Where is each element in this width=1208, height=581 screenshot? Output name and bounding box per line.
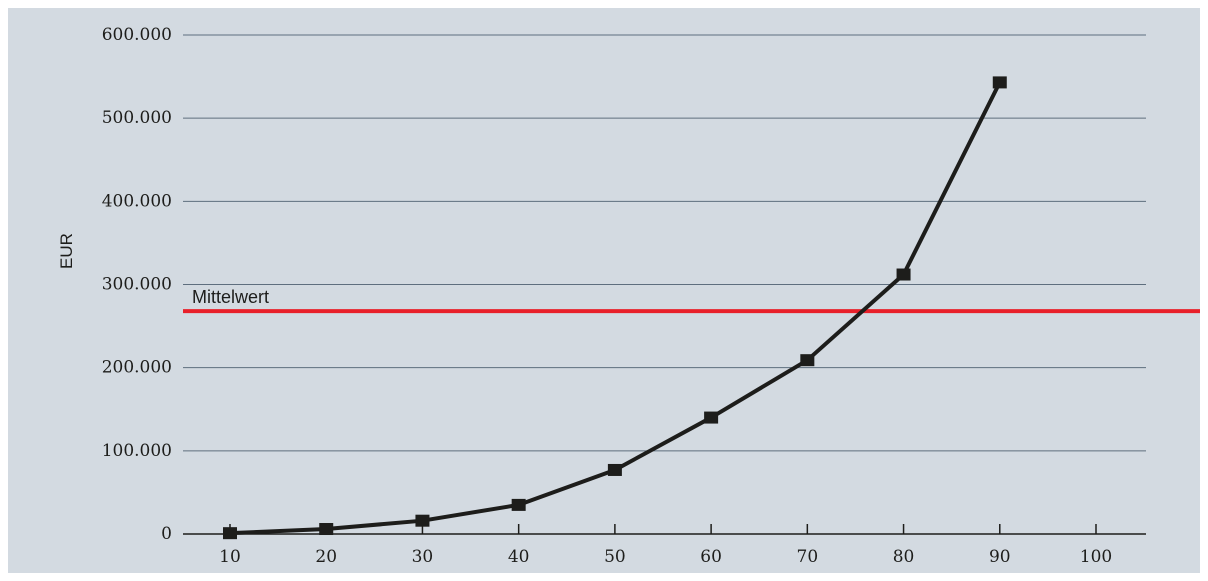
data-point-marker bbox=[896, 268, 911, 281]
series-eur bbox=[223, 76, 1007, 540]
x-tick-label: 50 bbox=[604, 547, 626, 567]
x-tick-label: 100 bbox=[1080, 547, 1112, 567]
x-tick-label: 30 bbox=[412, 547, 434, 567]
data-point-marker bbox=[800, 354, 815, 367]
y-tick-label: 200.000 bbox=[102, 358, 172, 378]
mean-reference: Mittelwert bbox=[183, 287, 1200, 314]
data-point-marker bbox=[223, 527, 237, 540]
data-point-marker bbox=[607, 463, 622, 476]
data-point-marker bbox=[415, 514, 430, 527]
x-tick-label: 20 bbox=[315, 547, 337, 567]
data-point-marker bbox=[704, 411, 719, 424]
data-point-marker bbox=[992, 76, 1007, 89]
line-chart: Mittelwert 0 100.000 200.000 300.000 400.000… bbox=[57, 25, 1200, 567]
y-tick-labels: 0 100.000 200.000 300.000 400.000 500.000 600.… bbox=[102, 25, 172, 544]
x-tick-label: 10 bbox=[219, 547, 241, 567]
x-tick-label: 60 bbox=[700, 547, 722, 567]
y-tick-label: 100.000 bbox=[102, 441, 172, 461]
y-tick-label: 600.000 bbox=[102, 25, 172, 45]
x-tick-label: 70 bbox=[797, 547, 819, 567]
x-tick-label: 90 bbox=[989, 547, 1011, 567]
data-point-marker bbox=[511, 498, 526, 511]
x-tick-label: 80 bbox=[893, 547, 915, 567]
y-tick-label: 400.000 bbox=[102, 191, 172, 211]
mean-reference-label: Mittelwert bbox=[192, 287, 269, 307]
y-tick-label: 300.000 bbox=[102, 275, 172, 295]
x-tick-labels: 10 20 30 40 50 60 70 80 90 100 bbox=[219, 547, 1112, 567]
chart-panel: Mittelwert 0 100.000 200.000 300.000 400.000… bbox=[8, 8, 1200, 573]
y-tick-label: 500.000 bbox=[102, 108, 172, 128]
gridlines bbox=[183, 34, 1146, 452]
x-tick-label: 40 bbox=[508, 547, 530, 567]
y-tick-label: 0 bbox=[161, 524, 172, 544]
y-axis-title: EUR bbox=[57, 233, 76, 269]
data-point-marker bbox=[319, 523, 334, 536]
